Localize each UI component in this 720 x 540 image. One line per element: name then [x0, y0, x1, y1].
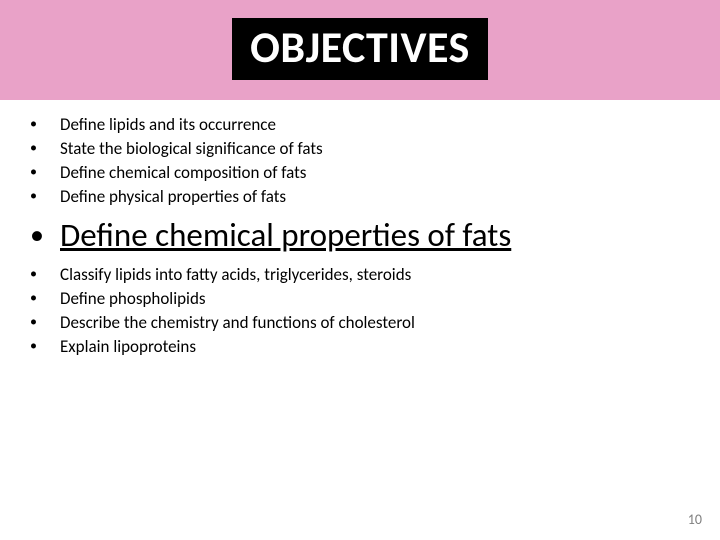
list-item-text: State the biological significance of fat… [60, 138, 696, 161]
list-item-text: Define physical properties of fats [60, 186, 696, 209]
content-area: •Define lipids and its occurrence •State… [0, 100, 720, 359]
slide-title: OBJECTIVES [232, 18, 488, 80]
list-item-text: Classify lipids into fatty acids, trigly… [60, 264, 696, 287]
list-item-text: Define lipids and its occurrence [60, 114, 696, 137]
list-item-highlight: •Define chemical properties of fats [24, 215, 696, 256]
bullet-icon: • [24, 336, 60, 356]
list-item-text: Explain lipoproteins [60, 336, 696, 359]
slide: { "title": "OBJECTIVES", "group1": { "it… [0, 0, 720, 540]
objectives-group-2: •Classify lipids into fatty acids, trigl… [24, 264, 696, 359]
list-item: •Define lipids and its occurrence [24, 114, 696, 137]
objectives-group-1: •Define lipids and its occurrence •State… [24, 114, 696, 209]
list-item-text: Define chemical properties of fats [60, 215, 696, 256]
list-item: •Define phospholipids [24, 288, 696, 311]
list-item: •Define chemical composition of fats [24, 162, 696, 185]
objectives-highlight: •Define chemical properties of fats [24, 215, 696, 256]
bullet-icon: • [24, 215, 60, 252]
list-item-text: Define chemical composition of fats [60, 162, 696, 185]
title-band: OBJECTIVES [0, 0, 720, 100]
bullet-icon: • [24, 264, 60, 284]
bullet-icon: • [24, 114, 60, 134]
bullet-icon: • [24, 288, 60, 308]
list-item-text: Define phospholipids [60, 288, 696, 311]
bullet-icon: • [24, 312, 60, 332]
page-number: 10 [688, 511, 702, 528]
list-item-text: Describe the chemistry and functions of … [60, 312, 696, 335]
list-item: •Describe the chemistry and functions of… [24, 312, 696, 335]
bullet-icon: • [24, 138, 60, 158]
list-item: •State the biological significance of fa… [24, 138, 696, 161]
list-item: •Classify lipids into fatty acids, trigl… [24, 264, 696, 287]
bullet-icon: • [24, 162, 60, 182]
list-item: •Define physical properties of fats [24, 186, 696, 209]
bullet-icon: • [24, 186, 60, 206]
list-item: •Explain lipoproteins [24, 336, 696, 359]
